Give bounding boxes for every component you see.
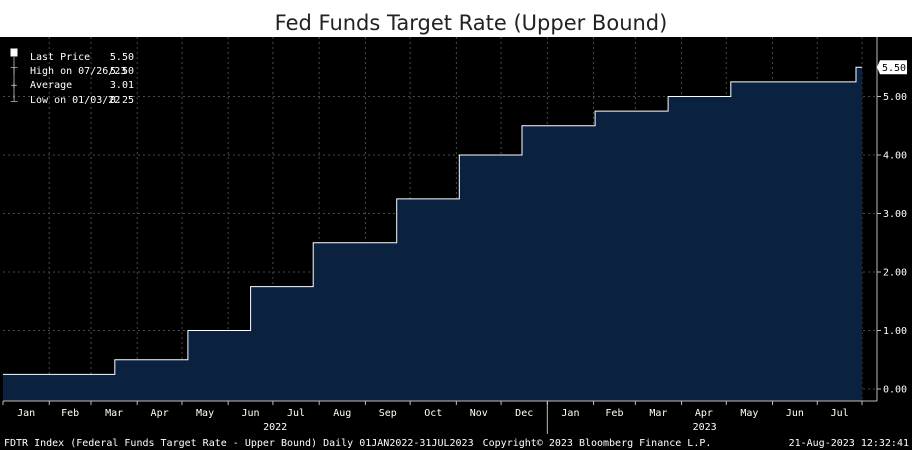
y-tick-label: 1.00 bbox=[883, 326, 907, 337]
x-tick-label: Jan bbox=[561, 408, 579, 419]
x-tick-label: Mar bbox=[105, 408, 123, 419]
footer-source: FDTR Index (Federal Funds Target Rate - … bbox=[4, 438, 474, 449]
x-tick-label: Jan bbox=[17, 408, 35, 419]
y-tick-label: 4.00 bbox=[883, 151, 907, 162]
x-tick-label: Apr bbox=[695, 408, 713, 419]
footer: FDTR Index (Federal Funds Target Rate - … bbox=[4, 438, 909, 449]
x-tick-label: Jul bbox=[287, 408, 305, 419]
legend-label-average: Average bbox=[30, 80, 72, 91]
legend-value-low: 0.25 bbox=[110, 95, 134, 106]
y-tick-label: 5.00 bbox=[883, 92, 907, 103]
series-area bbox=[3, 67, 862, 402]
legend-label-low: Low on 01/03/22 bbox=[30, 95, 120, 106]
x-tick-label: Apr bbox=[151, 408, 169, 419]
x-tick-label: May bbox=[740, 408, 758, 419]
y-tick-label: 0.00 bbox=[883, 385, 907, 396]
x-tick-label: Jul bbox=[831, 408, 849, 419]
legend-label-last-price: Last Price bbox=[30, 52, 90, 63]
series-line bbox=[3, 66, 862, 375]
x-tick-label: Nov bbox=[470, 408, 488, 419]
x-tick-label: Mar bbox=[649, 408, 667, 419]
average-marker-icon: + bbox=[10, 81, 18, 91]
footer-copyright: Copyright© 2023 Bloomberg Finance L.P. bbox=[483, 438, 712, 449]
x-axis: Jan Feb Mar Apr May Jun Jul Aug Sep Oct Nov Dec Jan F… bbox=[2, 400, 877, 434]
plot-area bbox=[3, 66, 862, 402]
x-tick-label: Feb bbox=[605, 408, 623, 419]
last-value-label: 5.50 bbox=[882, 63, 906, 74]
x-tick-label: Jun bbox=[786, 408, 804, 419]
x-tick-label: Sep bbox=[379, 408, 397, 419]
x-tick-label: Aug bbox=[333, 408, 351, 419]
low-marker-icon: ⊥ bbox=[10, 94, 19, 105]
legend: ⊤ + ⊥ Last Price 5.50 High on 07/26/23 5… bbox=[10, 48, 134, 106]
y-tick-label: 2.00 bbox=[883, 268, 907, 279]
x-tick-label: Jun bbox=[242, 408, 260, 419]
legend-value-high: 5.50 bbox=[110, 66, 134, 77]
last-value-tag: 5.50 bbox=[877, 60, 907, 75]
legend-value-last-price: 5.50 bbox=[110, 52, 134, 63]
year-label: 2022 bbox=[263, 422, 287, 433]
year-label: 2023 bbox=[693, 422, 717, 433]
x-tick-label: Feb bbox=[61, 408, 79, 419]
chart-title: Fed Funds Target Rate (Upper Bound) bbox=[275, 11, 668, 35]
y-axis: 0.00 1.00 2.00 3.00 4.00 5.00 bbox=[876, 37, 907, 401]
last-value-tag-shape bbox=[877, 60, 907, 75]
legend-value-average: 3.01 bbox=[110, 80, 134, 91]
x-tick-label: Oct bbox=[424, 408, 442, 419]
x-tick-label: May bbox=[196, 408, 214, 419]
high-marker-icon: ⊤ bbox=[10, 66, 19, 77]
x-tick-label: Dec bbox=[515, 408, 533, 419]
legend-label-high: High on 07/26/23 bbox=[30, 66, 126, 77]
y-tick-label: 3.00 bbox=[883, 209, 907, 220]
legend-swatch-icon bbox=[10, 48, 18, 57]
footer-timestamp: 21-Aug-2023 12:32:41 bbox=[789, 438, 909, 449]
